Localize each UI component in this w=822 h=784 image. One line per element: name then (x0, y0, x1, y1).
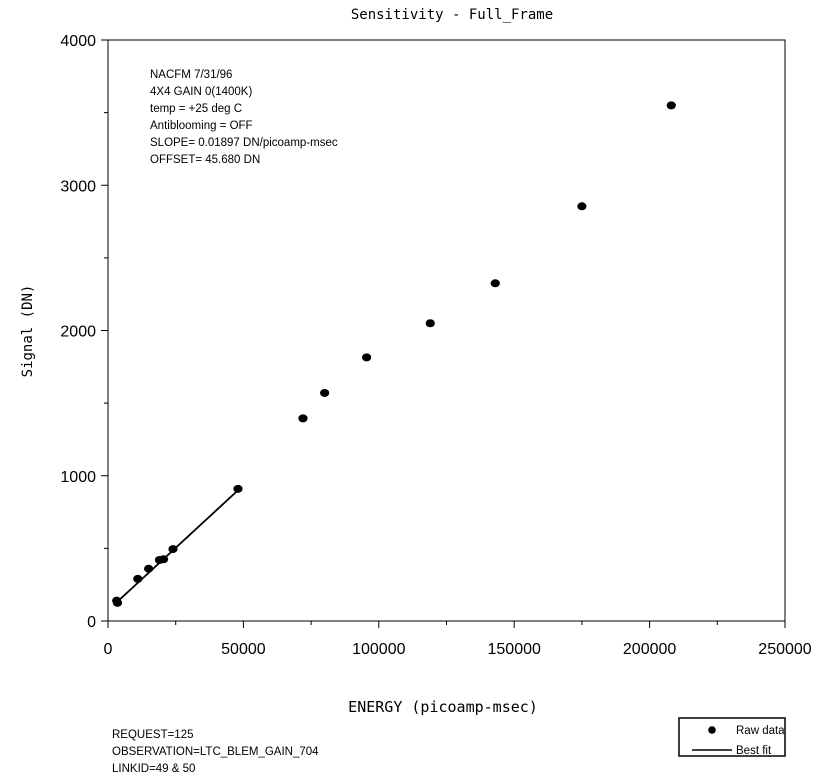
y-axis-label: Signal (DN) (20, 285, 36, 378)
x-axis: 0 50000 100000 150000 200000 250000 (104, 621, 812, 658)
raw-data-point (168, 545, 178, 554)
raw-data-point (320, 388, 330, 397)
x-axis-label: ENERGY (picoamp-msec) (348, 698, 538, 716)
raw-data-point (298, 414, 308, 423)
y-tick-label: 2000 (60, 324, 96, 341)
raw-data-point (112, 598, 123, 607)
chart-title: Sensitivity - Full_Frame (351, 7, 553, 23)
y-axis: 0 1000 2000 3000 4000 (60, 33, 108, 631)
raw-data-point (144, 564, 154, 573)
raw-data-point (577, 202, 587, 211)
best-fit-series (115, 489, 239, 604)
x-tick-label: 0 (104, 641, 113, 658)
annotation-line: Antiblooming = OFF (150, 120, 253, 132)
x-tick-label: 150000 (488, 641, 541, 658)
raw-data-point (490, 279, 500, 288)
footer-line: REQUEST=125 (112, 729, 194, 741)
annotation-line: temp = +25 deg C (150, 103, 242, 115)
raw-data-point (233, 484, 243, 493)
raw-data-point (158, 555, 169, 564)
x-tick-label: 50000 (221, 641, 266, 658)
raw-data-point (362, 353, 372, 362)
raw-data-point (425, 319, 435, 328)
footer-line: OBSERVATION=LTC_BLEM_GAIN_704 (112, 746, 319, 758)
annotation-line: SLOPE= 0.01897 DN/picoamp-msec (150, 137, 338, 149)
raw-data-point (133, 574, 143, 583)
annotation-block: NACFM 7/31/96 4X4 GAIN 0(1400K) temp = +… (150, 69, 338, 166)
annotation-line: NACFM 7/31/96 (150, 69, 232, 81)
y-tick-label: 4000 (60, 33, 96, 50)
legend: Raw data Best fit (678, 717, 786, 757)
x-tick-label: 100000 (352, 641, 405, 658)
x-tick-label: 200000 (623, 641, 676, 658)
raw-data-series (112, 101, 676, 607)
x-tick-label: 250000 (758, 641, 811, 658)
y-tick-label: 3000 (60, 178, 96, 195)
annotation-line: 4X4 GAIN 0(1400K) (150, 86, 252, 98)
best-fit-line (115, 489, 239, 604)
legend-marker-raw-data (708, 726, 716, 734)
legend-label-best-fit: Best fit (736, 745, 772, 757)
raw-data-point (666, 101, 676, 110)
annotation-line: OFFSET= 45.680 DN (150, 154, 260, 166)
footer-block: REQUEST=125 OBSERVATION=LTC_BLEM_GAIN_70… (112, 729, 319, 775)
y-tick-label: 0 (87, 614, 96, 631)
legend-label-raw-data: Raw data (736, 725, 785, 737)
y-tick-label: 1000 (60, 469, 96, 486)
footer-line: LINKID=49 & 50 (112, 763, 195, 775)
